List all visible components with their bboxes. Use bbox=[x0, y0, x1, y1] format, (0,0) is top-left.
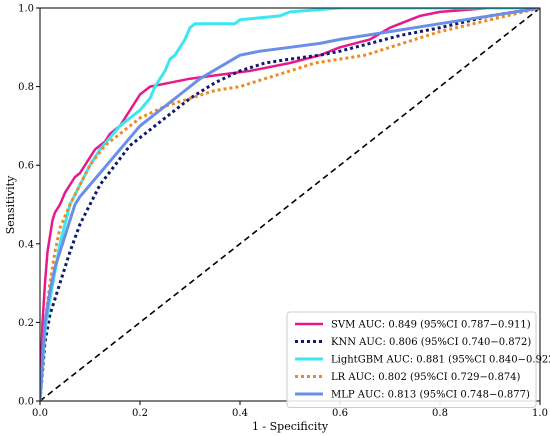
mlp-roc-line bbox=[40, 8, 540, 401]
x-axis-label: 1 - Specificity bbox=[252, 420, 329, 433]
x-tick-label: 0.0 bbox=[32, 408, 48, 419]
legend-entry-label: LightGBM AUC: 0.881 (95%CI 0.840−0.922) bbox=[331, 355, 550, 366]
x-tick-label: 0.2 bbox=[132, 408, 148, 419]
x-tick-label: 0.4 bbox=[232, 408, 248, 419]
y-axis-label: Sensitivity bbox=[4, 175, 17, 234]
legend-entry-label: KNN AUC: 0.806 (95%CI 0.740−0.872) bbox=[331, 337, 531, 348]
y-tick-label: 0.8 bbox=[18, 82, 34, 93]
legend-entry-label: SVM AUC: 0.849 (95%CI 0.787−0.911) bbox=[331, 320, 531, 331]
lightgbm-roc-line bbox=[40, 8, 540, 401]
x-tick-label: 0.8 bbox=[432, 408, 448, 419]
x-tick-label: 1.0 bbox=[532, 408, 548, 419]
legend-box bbox=[286, 311, 537, 408]
legend-entry-label: LR AUC: 0.802 (95%CI 0.729−0.874) bbox=[331, 372, 521, 383]
legend: SVM AUC: 0.849 (95%CI 0.787−0.911) KNN AU… bbox=[286, 311, 550, 408]
lr-roc-line bbox=[40, 8, 540, 401]
legend-entry-label: MLP AUC: 0.813 (95%CI 0.748−0.877) bbox=[331, 390, 530, 401]
y-tick-label: 0.4 bbox=[18, 239, 34, 250]
y-tick-label: 1.0 bbox=[18, 4, 34, 15]
y-tick-label: 0.2 bbox=[18, 318, 34, 329]
knn-roc-line bbox=[40, 8, 540, 401]
chance-reference-line bbox=[40, 8, 540, 401]
y-tick-label: 0.0 bbox=[18, 397, 34, 408]
x-tick-label: 0.6 bbox=[332, 408, 348, 419]
y-tick-label: 0.6 bbox=[18, 161, 34, 172]
